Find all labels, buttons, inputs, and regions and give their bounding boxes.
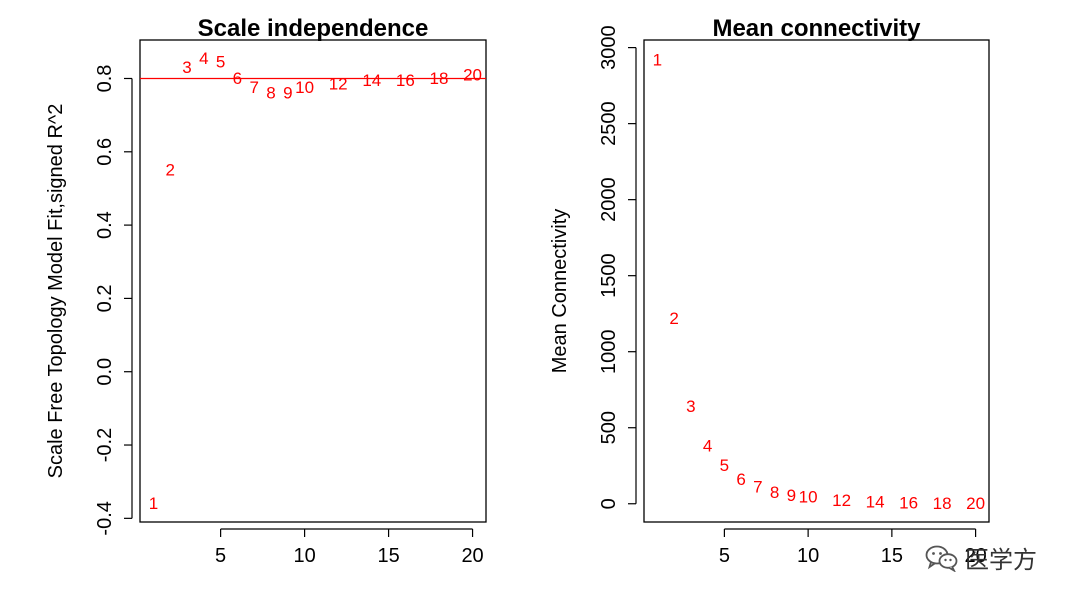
y-tick-label: 1000 <box>598 329 620 374</box>
data-point: 9 <box>283 84 292 103</box>
data-point: 7 <box>249 78 258 97</box>
x-tick-label: 15 <box>881 545 903 567</box>
data-point: 6 <box>233 69 242 88</box>
y-tick-label: 0.0 <box>94 358 116 386</box>
data-point: 3 <box>182 58 191 77</box>
x-axis: 5 10 15 20 <box>719 528 987 567</box>
wechat-icon <box>925 544 959 572</box>
x-tick-label: 5 <box>719 545 730 567</box>
data-point: 20 <box>966 494 985 513</box>
y-tick-label: 0.6 <box>94 138 116 166</box>
watermark: 医学方 <box>925 540 1037 575</box>
data-point: 10 <box>799 487 818 506</box>
plot-frame <box>139 39 487 523</box>
y-tick-label: 0.4 <box>94 211 116 239</box>
data-point: 8 <box>266 84 275 103</box>
data-point: 18 <box>430 69 449 88</box>
x-axis: 5 10 15 20 <box>215 528 484 567</box>
data-point: 12 <box>329 74 348 93</box>
y-axis: -0.4 -0.2 0.0 0.2 0.4 0.6 0.8 <box>94 65 133 536</box>
data-point: 3 <box>686 397 695 416</box>
watermark-text: 医学方 <box>965 546 1037 574</box>
x-tick-label: 10 <box>797 545 819 567</box>
y-tick-label: 0.8 <box>94 65 116 93</box>
y-tick-label: 2500 <box>598 101 620 146</box>
y-axis-label: Mean Connectivity <box>549 209 571 374</box>
data-point: 8 <box>770 483 779 502</box>
y-axis-label: Scale Free Topology Model Fit,signed R^2 <box>45 104 67 479</box>
data-point: 1 <box>653 50 662 69</box>
data-point: 14 <box>866 493 885 512</box>
x-tick-label: 20 <box>964 545 986 567</box>
x-tick-label: 20 <box>461 545 483 567</box>
y-tick-label: -0.4 <box>94 501 116 535</box>
data-point: 16 <box>899 493 918 512</box>
y-tick-label: 0 <box>598 498 620 509</box>
data-point: 10 <box>295 78 314 97</box>
data-point: 16 <box>396 71 415 90</box>
x-tick-label: 5 <box>215 545 226 567</box>
data-point: 2 <box>165 161 174 180</box>
y-tick-label: 2000 <box>598 177 620 222</box>
x-tick-label: 10 <box>293 545 315 567</box>
data-point: 20 <box>463 65 482 84</box>
data-point: 12 <box>832 491 851 510</box>
y-tick-label: 3000 <box>598 25 620 70</box>
y-tick-label: -0.2 <box>94 428 116 462</box>
data-point: 5 <box>720 456 729 475</box>
y-tick-label: 0.2 <box>94 285 116 313</box>
y-axis: 0 500 1000 1500 2000 2500 3000 <box>598 25 637 509</box>
y-tick-label: 500 <box>598 411 620 444</box>
data-point: 6 <box>736 470 745 489</box>
data-point: 18 <box>933 494 952 513</box>
data-point: 1 <box>149 494 158 513</box>
chart-title: Scale independence <box>198 15 429 42</box>
data-point: 9 <box>787 486 796 505</box>
y-tick-label: 1500 <box>598 253 620 298</box>
data-point: 4 <box>703 436 712 455</box>
chart-title: Mean connectivity <box>712 15 921 42</box>
data-point: 2 <box>669 309 678 328</box>
data-point: 4 <box>199 49 208 68</box>
plot-frame <box>643 39 990 523</box>
data-point: 7 <box>753 478 762 497</box>
x-tick-label: 15 <box>377 545 399 567</box>
data-point: 14 <box>362 71 381 90</box>
data-point: 5 <box>216 52 225 71</box>
